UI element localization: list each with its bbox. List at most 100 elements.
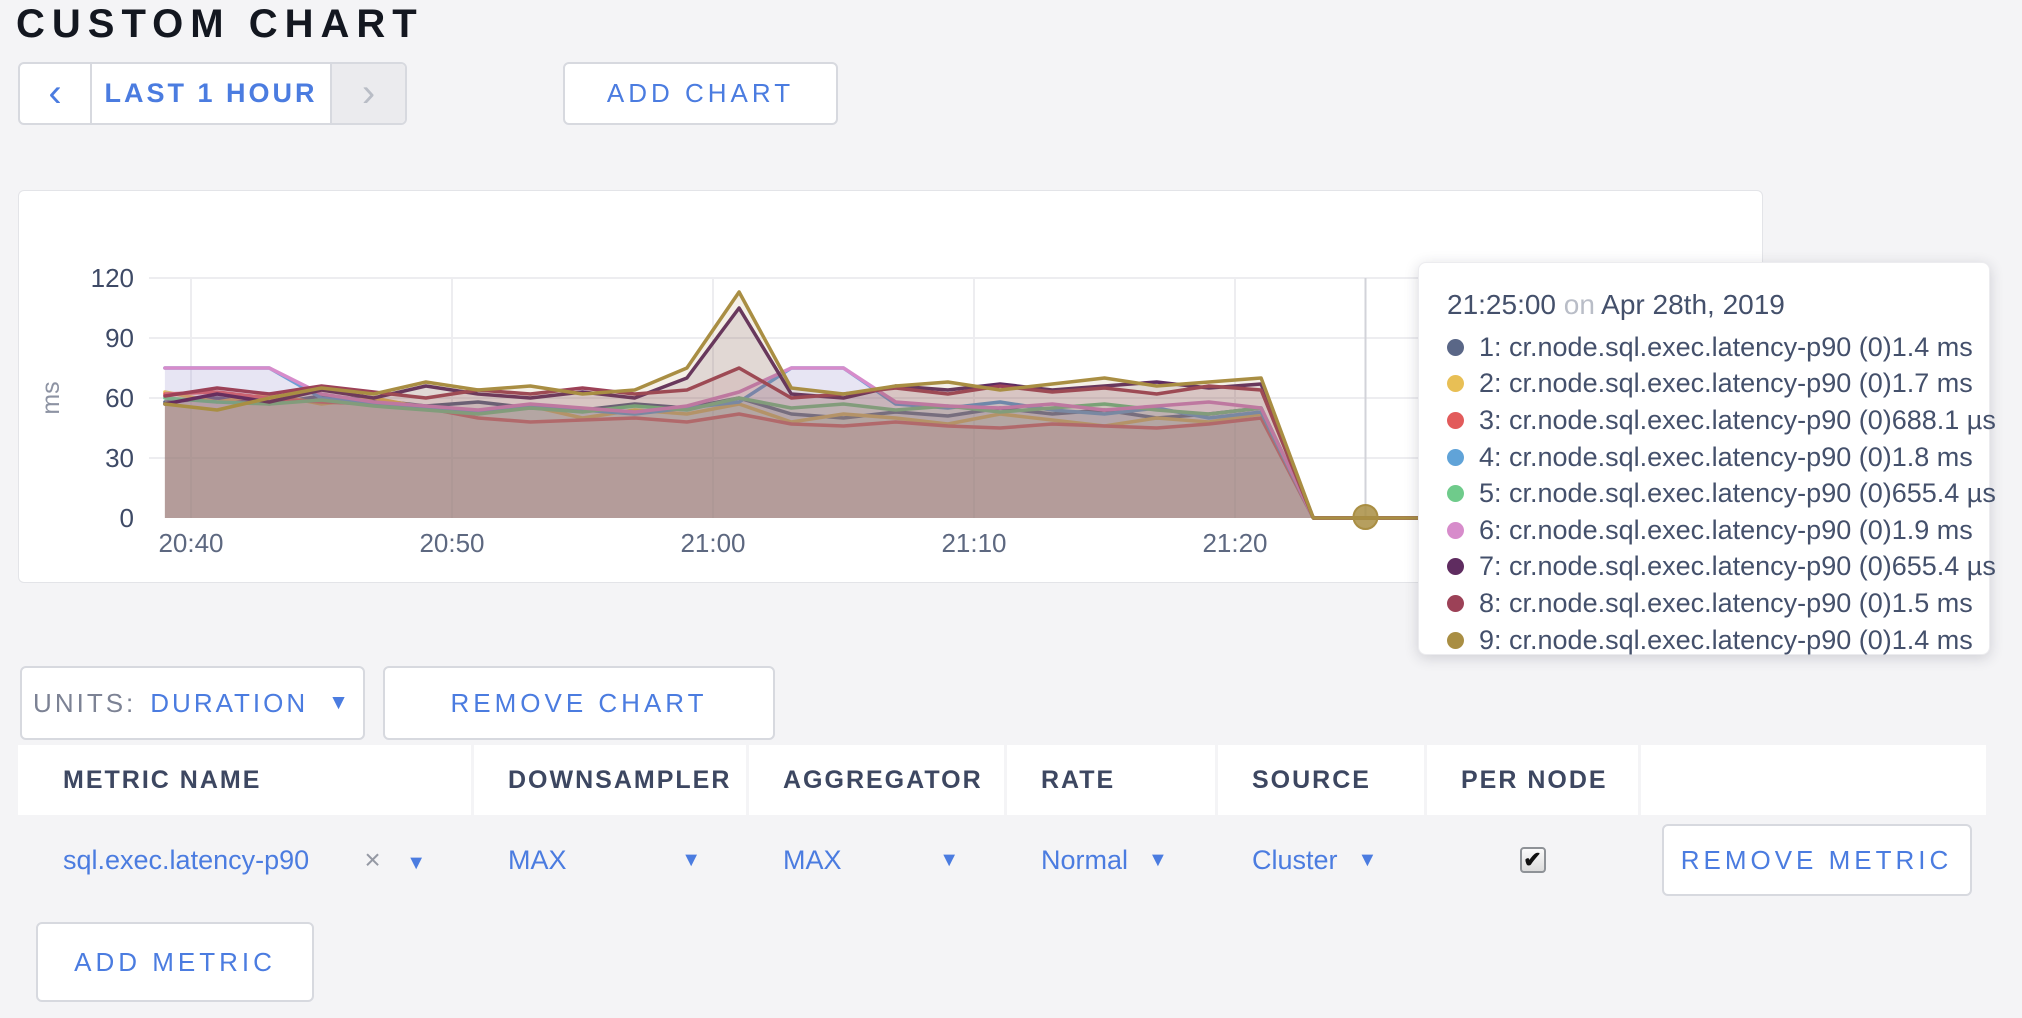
rate-cell: Normal ▼ — [1007, 815, 1215, 905]
series-color-dot-icon — [1447, 411, 1464, 429]
series-value: 1.4 ms — [1891, 624, 1973, 655]
series-label: 4: cr.node.sql.exec.latency-p90 (0) — [1479, 441, 1892, 472]
column-header-rate: RATE — [1007, 745, 1215, 815]
series-value: 655.4 µs — [1891, 551, 1996, 582]
x-tick-label: 21:00 — [680, 528, 745, 558]
aggregator-dropdown[interactable]: MAX — [783, 844, 842, 875]
y-tick-label: 90 — [105, 323, 134, 353]
x-tick-label: 20:40 — [158, 528, 223, 558]
column-header-actions — [1641, 745, 1986, 815]
series-color-dot-icon — [1447, 594, 1464, 612]
series-color-dot-icon — [1447, 558, 1464, 576]
y-tick-label: 30 — [105, 443, 134, 473]
column-header-per-node: PER NODE — [1427, 745, 1638, 815]
series-label: 3: cr.node.sql.exec.latency-p90 (0) — [1479, 404, 1892, 435]
series-value: 688.1 µs — [1891, 404, 1996, 435]
latency-area-chart[interactable]: 0 30 60 90 120 20:40 20:50 21:00 21:10 21:20 ms — [19, 191, 1764, 584]
downsampler-dropdown[interactable]: MAX — [508, 844, 567, 875]
series-line — [163, 290, 1420, 520]
add-metric-button[interactable]: ADD METRIC — [36, 922, 314, 1002]
tooltip-legend-row: 6: cr.node.sql.exec.latency-p90 (0) 1.9 m… — [1441, 512, 1973, 549]
tooltip-legend-row: 4: cr.node.sql.exec.latency-p90 (0) 1.8 m… — [1441, 439, 1973, 476]
series-color-dot-icon — [1447, 448, 1464, 466]
series-value: 1.5 ms — [1891, 587, 1973, 618]
tooltip-legend-row: 1: cr.node.sql.exec.latency-p90 (0) 1.4 m… — [1441, 329, 1973, 366]
tooltip-legend-row: 5: cr.node.sql.exec.latency-p90 (0) 655.4… — [1441, 475, 1996, 512]
tooltip-timestamp: 21:25:00 on Apr 28th, 2019 — [1447, 289, 1785, 320]
series-color-dot-icon — [1447, 338, 1464, 356]
chevron-left-icon: ‹ — [48, 71, 62, 115]
chevron-right-icon: › — [361, 71, 376, 115]
series-value: 1.7 ms — [1891, 368, 1973, 399]
series-label: 2: cr.node.sql.exec.latency-p90 (0) — [1479, 368, 1892, 399]
time-window-label[interactable]: LAST 1 HOUR — [104, 78, 318, 108]
series-area — [164, 292, 1418, 518]
time-window-prev-button[interactable]: ‹ — [20, 64, 92, 123]
remove-metric-button[interactable]: REMOVE METRIC — [1661, 824, 1972, 896]
series-line — [163, 366, 1420, 520]
units-dropdown[interactable]: UNITS: DURATION ▼ — [20, 666, 365, 740]
y-axis-unit-label: ms — [37, 381, 65, 414]
chart-hover-tooltip: 21:25:00 on Apr 28th, 2019 1: cr.node.sq… — [1418, 262, 1996, 655]
series-area — [164, 308, 1418, 518]
column-header-metric-name: METRIC NAME — [18, 745, 471, 815]
series-area — [164, 392, 1418, 518]
time-window-next-button[interactable]: › — [330, 64, 405, 123]
series-line — [163, 366, 1420, 520]
rate-dropdown[interactable]: Normal — [1041, 844, 1129, 875]
series-label: 8: cr.node.sql.exec.latency-p90 (0) — [1479, 587, 1892, 618]
per-node-checkbox[interactable]: ✔ — [1519, 847, 1546, 873]
remove-chart-button[interactable]: REMOVE CHART — [383, 666, 775, 740]
source-cell: Cluster ▼ — [1218, 815, 1424, 905]
series-value: 1.4 ms — [1891, 331, 1973, 362]
series-area — [164, 392, 1418, 518]
tooltip-legend-row: 3: cr.node.sql.exec.latency-p90 (0) 688.1… — [1441, 402, 1996, 439]
chevron-down-icon[interactable]: ▼ — [681, 848, 701, 871]
series-value: 655.4 µs — [1891, 478, 1996, 509]
series-line — [163, 396, 1420, 520]
source-dropdown[interactable]: Cluster — [1252, 844, 1338, 875]
add-chart-button[interactable]: ADD CHART — [563, 62, 838, 125]
series-label: 1: cr.node.sql.exec.latency-p90 (0) — [1479, 331, 1892, 362]
metric-name-cell: sql.exec.latency-p90 × ▼ — [18, 815, 471, 905]
series-color-dot-icon — [1447, 521, 1464, 539]
time-window-selector[interactable]: ‹ LAST 1 HOUR › — [18, 62, 407, 125]
x-tick-label: 21:10 — [941, 528, 1006, 558]
page-title: CUSTOM CHART — [16, 2, 424, 46]
column-header-downsampler: DOWNSAMPLER — [474, 745, 746, 815]
series-label: 6: cr.node.sql.exec.latency-p90 (0) — [1479, 514, 1892, 545]
table-row: sql.exec.latency-p90 × ▼ MAX ▼ MAX ▼ Nor… — [18, 815, 1986, 905]
series-area — [164, 368, 1418, 518]
series-line — [163, 306, 1420, 520]
column-header-aggregator: AGGREGATOR — [749, 745, 1004, 815]
tooltip-legend-row: 9: cr.node.sql.exec.latency-p90 (0) 1.4 m… — [1441, 622, 1973, 659]
per-node-cell: ✔ — [1427, 815, 1638, 905]
tooltip-legend-row: 8: cr.node.sql.exec.latency-p90 (0) 1.5 m… — [1441, 585, 1973, 622]
series-area — [164, 368, 1418, 518]
chevron-down-icon[interactable]: ▼ — [1357, 848, 1378, 871]
metrics-table: METRIC NAME DOWNSAMPLER AGGREGATOR RATE SOUR… — [18, 745, 1986, 905]
table-header-row: METRIC NAME DOWNSAMPLER AGGREGATOR RATE SOUR… — [18, 745, 1986, 815]
series-value: 1.8 ms — [1891, 441, 1973, 472]
clear-metric-icon[interactable]: × — [364, 844, 381, 875]
chevron-down-icon[interactable]: ▼ — [1148, 848, 1168, 871]
x-tick-label: 20:50 — [419, 528, 484, 558]
series-color-dot-icon — [1447, 485, 1464, 503]
series-label: 5: cr.node.sql.exec.latency-p90 (0) — [1479, 478, 1892, 509]
series-area — [164, 368, 1418, 518]
aggregator-cell: MAX ▼ — [749, 815, 1004, 905]
column-header-source: SOURCE — [1218, 745, 1424, 815]
units-value: DURATION — [150, 687, 309, 718]
custom-chart-panel[interactable]: 0 30 60 90 120 20:40 20:50 21:00 21:10 21:20 ms — [18, 190, 1763, 583]
y-tick-label: 60 — [105, 383, 134, 413]
chevron-down-icon: ▼ — [328, 691, 352, 714]
chevron-down-icon[interactable]: ▼ — [406, 852, 426, 874]
metric-name-dropdown[interactable]: sql.exec.latency-p90 — [63, 844, 310, 875]
series-label: 7: cr.node.sql.exec.latency-p90 (0) — [1479, 551, 1892, 582]
x-tick-label: 21:20 — [1202, 528, 1267, 558]
tooltip-legend-row: 7: cr.node.sql.exec.latency-p90 (0) 655.4… — [1441, 549, 1996, 586]
downsampler-cell: MAX ▼ — [474, 815, 746, 905]
chevron-down-icon[interactable]: ▼ — [939, 848, 959, 871]
y-tick-label: 0 — [120, 503, 134, 533]
y-tick-label: 120 — [91, 263, 134, 293]
